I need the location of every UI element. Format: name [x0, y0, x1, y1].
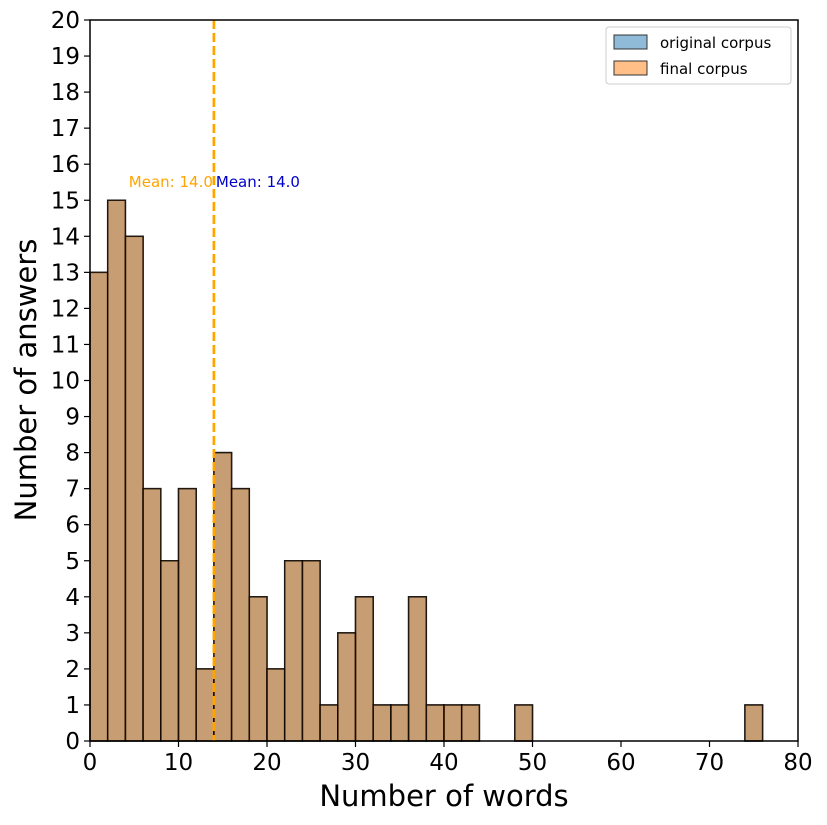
histogram-bar	[213, 451, 233, 742]
y-tick-label: 18	[51, 80, 80, 106]
x-tick-label: 20	[252, 750, 281, 776]
histogram-bar	[266, 668, 286, 742]
y-tick-label: 7	[65, 477, 80, 503]
legend: original corpus final corpus	[605, 26, 792, 85]
histogram-bar	[407, 596, 428, 742]
x-tick-label: 30	[341, 750, 370, 776]
y-tick-label: 15	[51, 188, 80, 214]
y-tick-label: 14	[51, 224, 80, 250]
y-tick-label: 6	[65, 513, 80, 539]
y-tick-label: 11	[51, 332, 80, 358]
x-tick-label: 70	[695, 750, 724, 776]
y-tick-label: 19	[51, 44, 80, 70]
legend-box	[605, 26, 792, 85]
y-tick-label: 13	[51, 260, 80, 286]
histogram-bar	[177, 487, 197, 742]
y-tick-label: 4	[65, 585, 80, 611]
histogram-bar	[195, 668, 215, 742]
x-axis-ticks: 0 10 20 30 40 50 60 70 80	[83, 741, 813, 776]
histogram-bar	[319, 704, 339, 742]
histogram-bar	[354, 596, 374, 742]
legend-label-final-corpus: final corpus	[660, 60, 748, 78]
histogram-bar	[390, 704, 410, 742]
legend-label-original-corpus: original corpus	[660, 34, 771, 52]
x-tick-label: 40	[429, 750, 458, 776]
legend-swatch-final-corpus	[613, 60, 648, 76]
y-tick-label: 5	[65, 549, 80, 575]
bars-layer	[89, 199, 764, 742]
x-tick-label: 60	[606, 750, 635, 776]
histogram-bar	[160, 560, 180, 742]
mean-label: Mean: 14.0	[129, 173, 213, 191]
histogram-bar	[283, 560, 304, 742]
x-tick-label: 10	[164, 750, 193, 776]
y-tick-label: 12	[51, 296, 80, 322]
y-tick-label: 10	[51, 369, 80, 395]
histogram-bar	[248, 596, 268, 742]
y-tick-label: 20	[51, 8, 80, 34]
y-tick-label: 8	[65, 441, 80, 467]
histogram-bar	[142, 487, 162, 742]
y-tick-label: 0	[65, 729, 80, 755]
histogram-bar	[337, 632, 357, 742]
mean-label: Mean: 14.0	[216, 173, 300, 191]
histogram-bar	[443, 704, 463, 742]
histogram-bar	[460, 704, 481, 742]
histogram-bar	[744, 704, 764, 742]
mean-labels: Mean: 14.0 Mean: 14.0	[129, 173, 300, 191]
histogram-bar	[230, 487, 251, 742]
histogram-bar	[124, 235, 144, 742]
histogram-bar	[106, 199, 127, 742]
histogram-bar	[514, 704, 534, 742]
y-tick-label: 16	[51, 152, 80, 178]
y-axis-title: Number of answers	[9, 239, 43, 522]
legend-swatch-original-corpus	[613, 34, 648, 50]
y-tick-label: 17	[51, 116, 80, 142]
y-tick-label: 9	[65, 405, 80, 431]
x-tick-label: 80	[783, 750, 812, 776]
x-tick-label: 0	[83, 750, 98, 776]
histogram-bar	[425, 704, 445, 742]
x-tick-label: 50	[518, 750, 547, 776]
y-tick-label: 1	[65, 693, 80, 719]
y-tick-label: 3	[65, 621, 80, 647]
y-tick-label: 2	[65, 657, 80, 683]
histogram-bar	[89, 271, 109, 742]
histogram-bar	[301, 560, 321, 742]
x-axis-title: Number of words	[319, 779, 568, 813]
histogram-bar	[372, 704, 392, 742]
